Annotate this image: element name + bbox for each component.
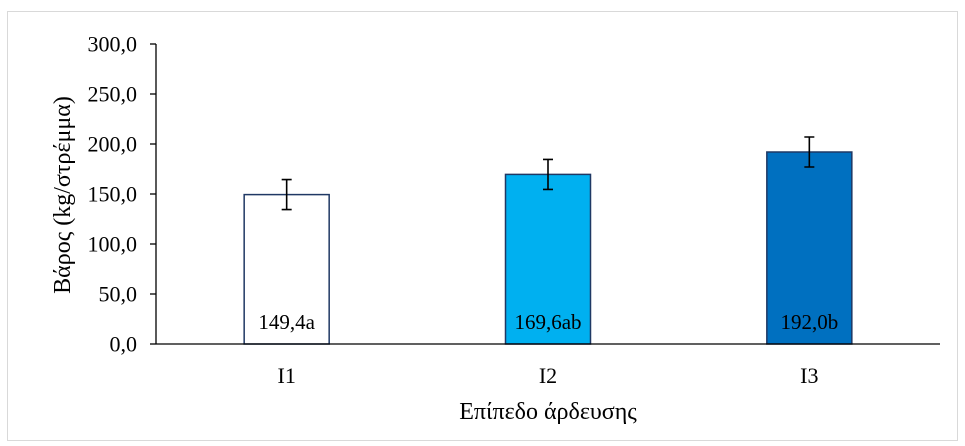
y-tick-label: 50,0 xyxy=(99,282,138,307)
error-bar-i2 xyxy=(543,158,553,191)
y-axis-title: Βάρος (kg/στρέμμα) xyxy=(50,96,76,294)
error-bar-i3 xyxy=(804,136,815,168)
error-bar-i1 xyxy=(281,178,292,211)
y-tick-label: 250,0 xyxy=(88,82,138,107)
data-label-i2: 169,6ab xyxy=(514,310,581,334)
data-label-i3: 192,0b xyxy=(780,310,838,334)
data-labels: 149,4a 169,6ab 192,0b xyxy=(258,310,838,334)
x-tick-label-i1: I1 xyxy=(278,363,296,388)
data-label-i1: 149,4a xyxy=(258,310,315,334)
y-tick-label: 200,0 xyxy=(88,132,138,157)
y-axis-ticks: 0,0 50,0 100,0 150,0 200,0 250,0 300,0 xyxy=(88,32,156,357)
y-tick-label: 300,0 xyxy=(88,32,138,57)
y-tick-label: 150,0 xyxy=(88,182,138,207)
x-tick-label-i3: I3 xyxy=(800,363,818,388)
error-bars xyxy=(281,136,815,211)
x-axis-title: Επίπεδο άρδευσης xyxy=(459,399,637,425)
x-axis-ticks: I1 I2 I3 xyxy=(278,363,819,388)
bars xyxy=(243,151,853,345)
y-tick-label: 0,0 xyxy=(110,332,138,357)
x-tick-label-i2: I2 xyxy=(539,363,557,388)
y-tick-label: 100,0 xyxy=(88,232,138,257)
